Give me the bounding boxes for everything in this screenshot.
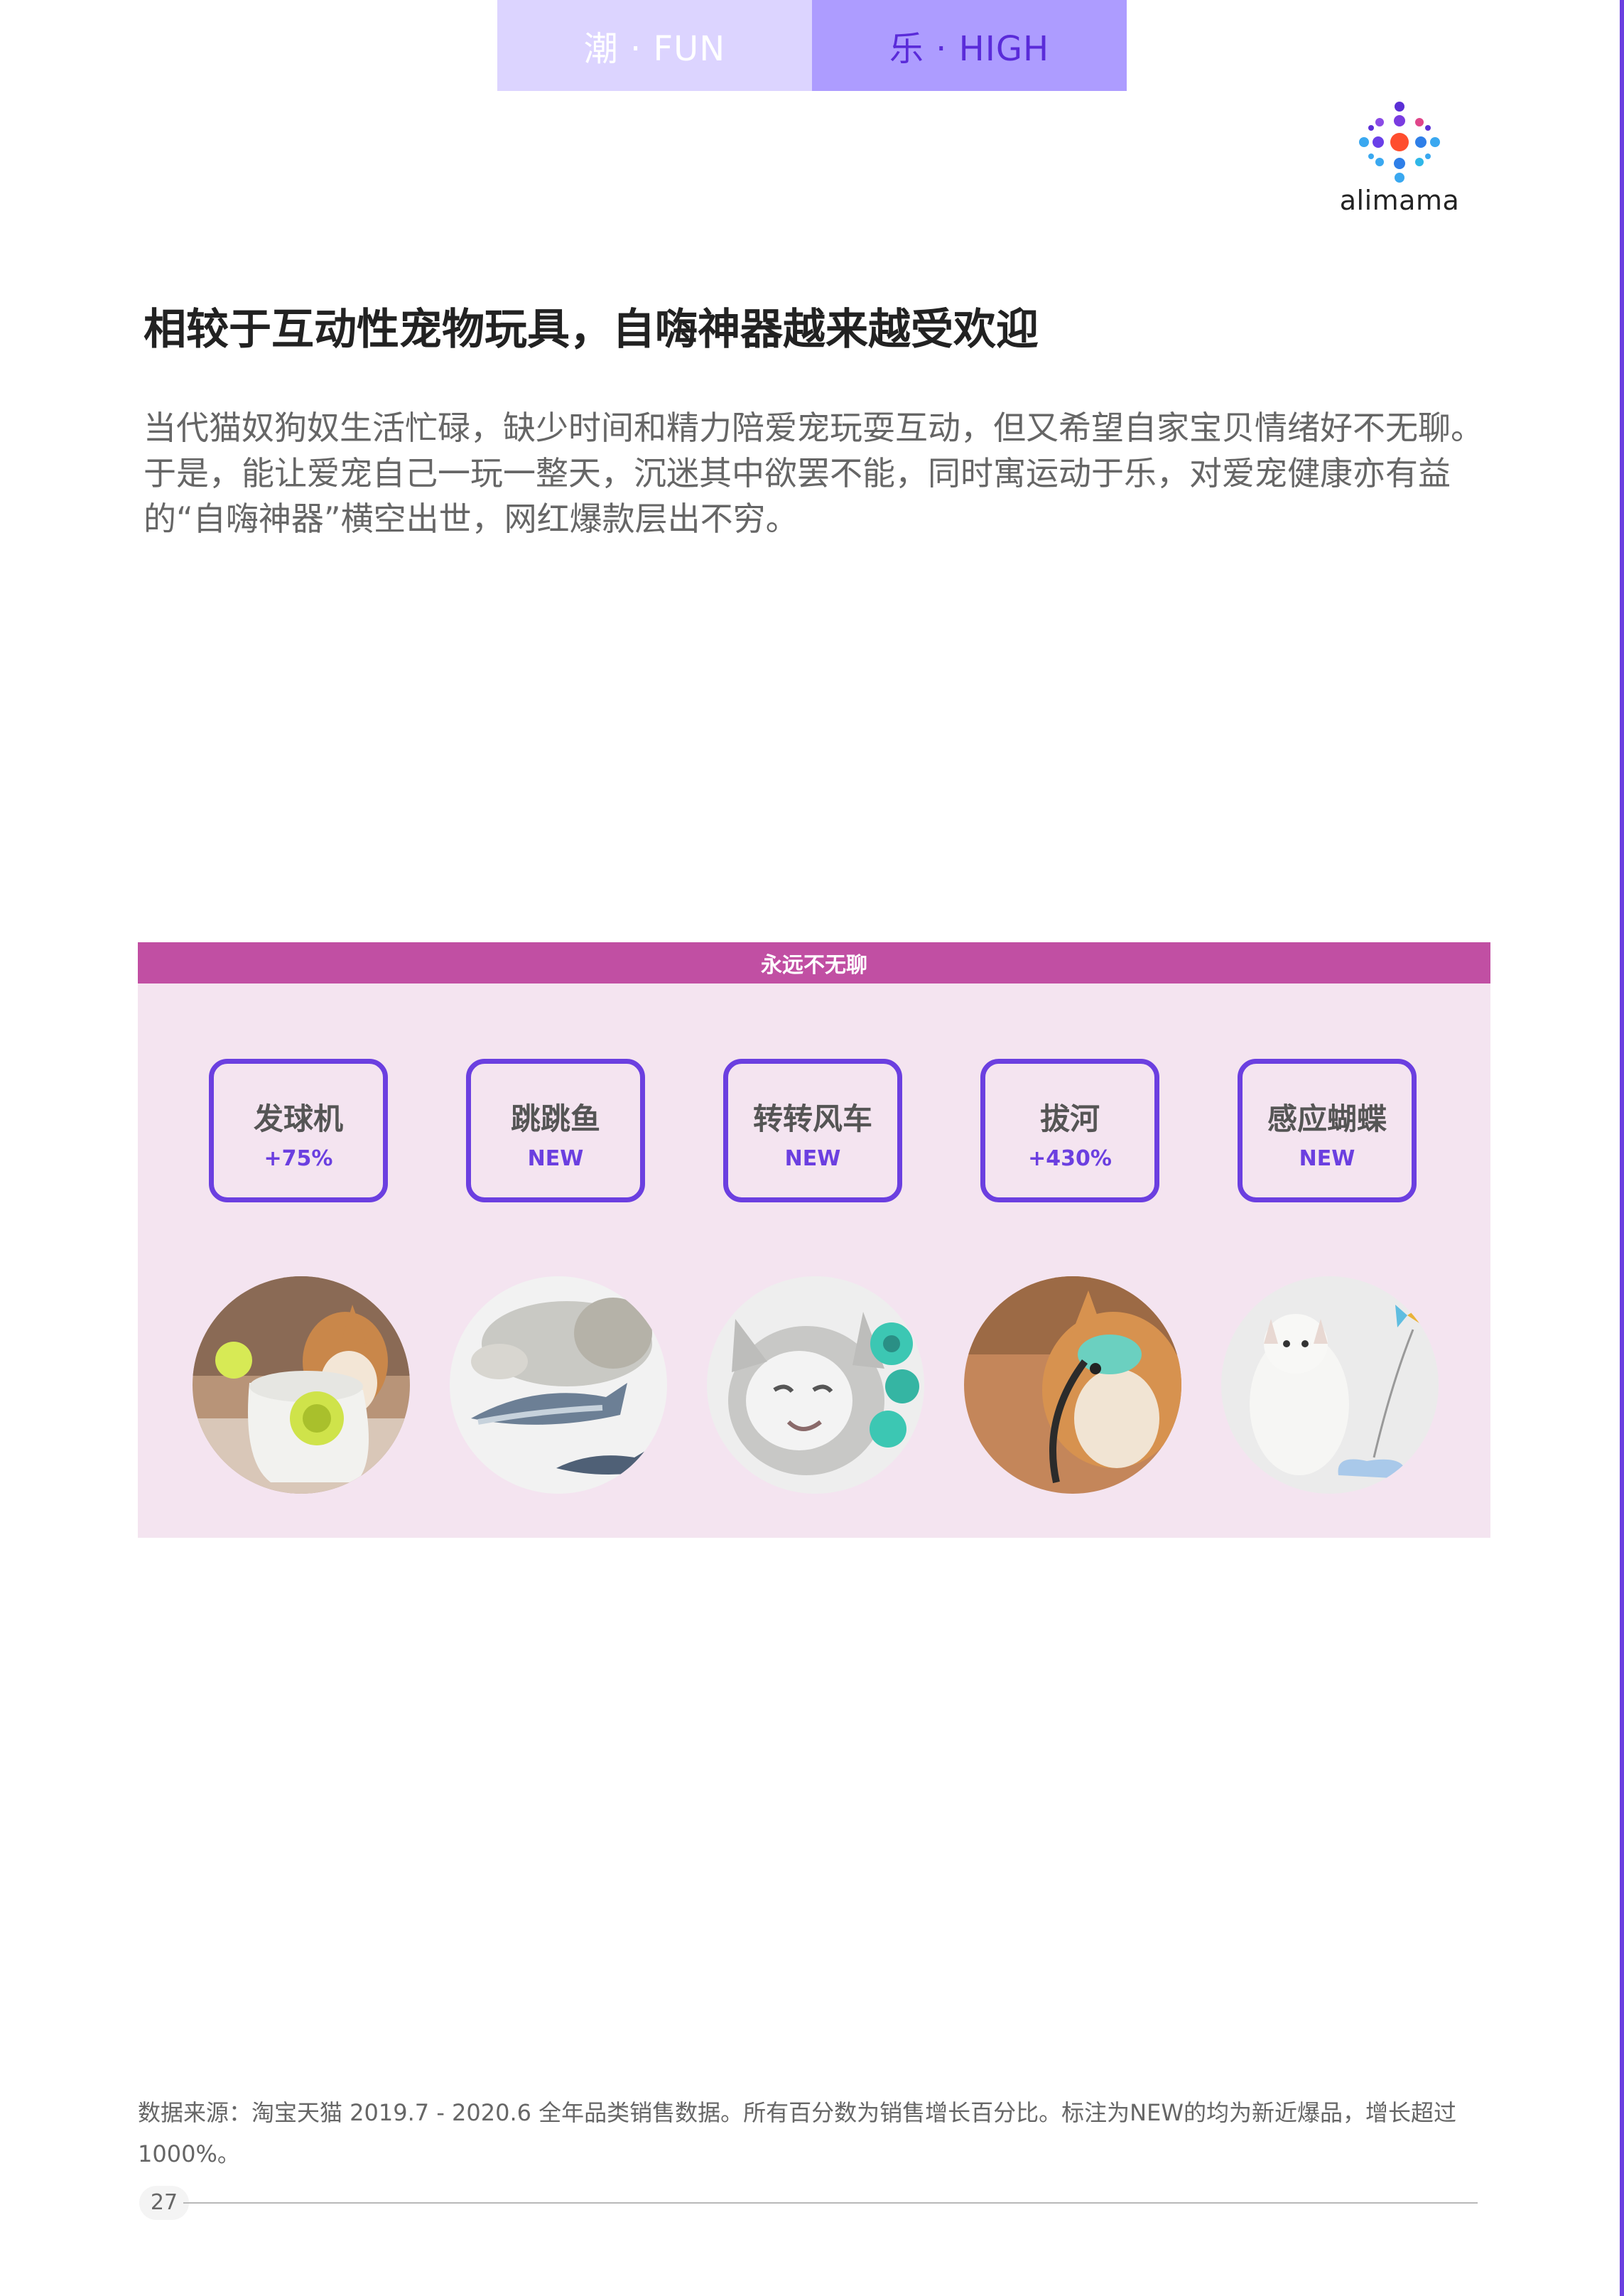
toy-name: 拔河 [1039,1101,1100,1136]
toy-growth: +430% [1028,1146,1112,1171]
dog-ball-launcher-photo [193,1276,410,1494]
toy-card: 拔河 +430% [980,1059,1159,1202]
toy-card: 转转风车 NEW [723,1059,902,1202]
section-tabs: 潮 · FUN 乐 · HIGH [497,0,1127,91]
toy-name: 感应蝴蝶 [1267,1101,1387,1136]
alimama-logo-icon [1359,102,1440,183]
cat-windmill-toy-photo [707,1276,924,1494]
tab-high[interactable]: 乐 · HIGH [812,0,1127,91]
toy-panel: 永远不无聊 发球机 +75% 跳跳鱼 NEW 转转风车 NEW 拔河 +430%… [138,942,1490,1538]
cat-butterfly-toy-photo [1221,1276,1439,1494]
footer-divider [183,2202,1478,2204]
toy-growth: NEW [1299,1146,1355,1171]
page-title: 相较于互动性宠物玩具，自嗨神器越来越受欢迎 [144,305,1039,355]
intro-paragraph: 当代猫奴狗奴生活忙碌，缺少时间和精力陪爱宠玩耍互动，但又希望自家宝贝情绪好不无聊… [144,409,1483,538]
toy-growth: NEW [527,1146,584,1171]
page-edge-bar [1620,0,1624,2296]
alimama-logo: alimama [1336,99,1463,220]
toy-card: 发球机 +75% [209,1059,388,1202]
toy-name: 转转风车 [752,1101,872,1136]
data-source-footnote: 数据来源：淘宝天猫 2019.7 - 2020.6 全年品类销售数据。所有百分数… [138,2099,1456,2167]
toy-growth: NEW [784,1146,841,1171]
toy-card: 感应蝴蝶 NEW [1238,1059,1417,1202]
logo-text: alimama [1339,185,1460,216]
toy-growth: +75% [264,1146,333,1171]
toy-name: 跳跳鱼 [510,1101,600,1136]
toy-name: 发球机 [253,1101,343,1136]
cat-fish-toy-photo [450,1276,667,1494]
dog-tug-toy-photo [964,1276,1181,1494]
panel-header: 永远不无聊 [138,942,1490,983]
toy-card: 跳跳鱼 NEW [466,1059,645,1202]
tab-fun[interactable]: 潮 · FUN [497,0,812,91]
page-number: 27 [139,2186,189,2220]
